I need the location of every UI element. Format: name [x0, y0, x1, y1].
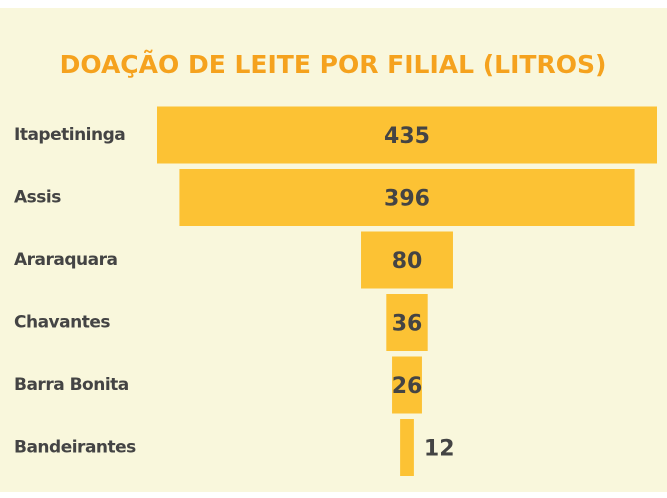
bar — [361, 231, 453, 289]
bar — [392, 356, 422, 414]
value-label: 26 — [392, 374, 423, 399]
category-label: Araraquara — [14, 250, 117, 270]
value-label: 36 — [392, 312, 423, 337]
category-label: Itapetininga — [14, 125, 125, 145]
value-label: 80 — [392, 249, 423, 274]
panel — [0, 8, 667, 492]
value-label: 12 — [424, 437, 455, 462]
bar — [179, 169, 635, 226]
bar — [400, 419, 414, 476]
value-label: 396 — [384, 187, 430, 212]
value-label: 435 — [384, 124, 430, 149]
chart-title: DOAÇÃO DE LEITE POR FILIAL (LITROS) — [60, 50, 607, 79]
bar — [157, 106, 657, 164]
category-label: Assis — [14, 188, 61, 208]
category-label: Chavantes — [14, 313, 110, 333]
category-label: Bandeirantes — [14, 438, 136, 458]
category-label: Barra Bonita — [14, 375, 129, 395]
bar — [386, 294, 428, 351]
